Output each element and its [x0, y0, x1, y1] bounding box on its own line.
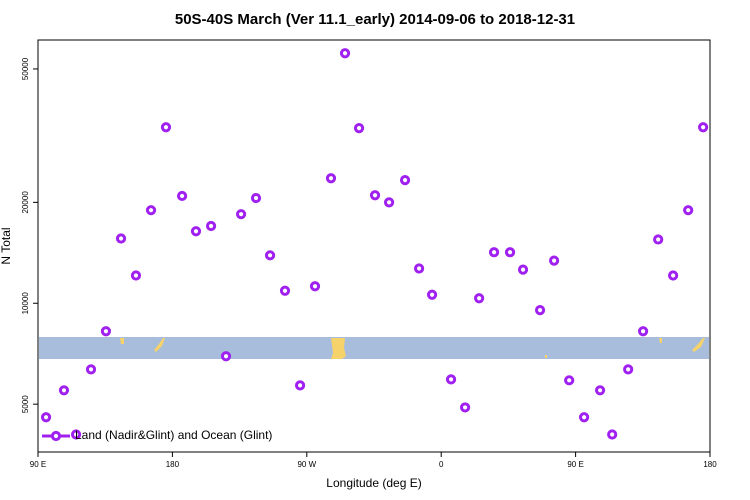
y-axis-label: N Total [0, 227, 13, 264]
point [325, 173, 337, 184]
point [339, 48, 351, 59]
x-axis-label: Longitude (deg E) [326, 476, 421, 490]
point [474, 293, 485, 304]
plot-frame [37, 39, 711, 453]
chart-title: 50S-40S March (Ver 11.1_early) 2014-09-0… [175, 11, 575, 28]
point [504, 247, 516, 258]
point [383, 197, 395, 208]
point [250, 192, 262, 204]
point [309, 281, 321, 292]
point [294, 380, 306, 391]
y-tick-label: 10000 [21, 292, 30, 315]
point [205, 220, 217, 232]
point [399, 175, 411, 186]
point [413, 263, 425, 274]
point [85, 364, 97, 375]
x-tick-label: 0 [439, 460, 444, 469]
point [534, 305, 546, 316]
point [698, 122, 709, 133]
point [264, 250, 276, 261]
x-tick-label: 90 E [30, 460, 46, 469]
point [115, 233, 127, 244]
point [190, 226, 202, 237]
point [623, 364, 634, 375]
x-tick-label: 180 [703, 460, 717, 469]
point [564, 375, 575, 386]
x-tick-label: 180 [166, 460, 180, 469]
point [488, 247, 500, 258]
legend-label: Land (Nadir&Glint) and Ocean (Glint) [75, 428, 272, 442]
point [70, 429, 82, 440]
map-strip [39, 337, 709, 359]
point [607, 429, 618, 440]
point [220, 351, 232, 362]
point [160, 122, 172, 133]
legend-marker [50, 430, 62, 442]
y-tick-label: 5000 [21, 395, 30, 413]
point [353, 123, 365, 134]
point [369, 190, 381, 201]
ocean-strip [39, 337, 709, 359]
point [279, 285, 291, 296]
point [426, 289, 438, 300]
point [445, 374, 457, 385]
point [683, 205, 694, 216]
point [58, 385, 70, 396]
x-tick-label: 90 E [567, 460, 583, 469]
point [100, 326, 112, 337]
x-tick-label: 90 W [297, 460, 316, 469]
point [145, 205, 157, 216]
point [459, 402, 471, 413]
point [40, 412, 52, 423]
point [668, 270, 679, 281]
point [517, 264, 529, 275]
y-tick-label: 50000 [21, 57, 30, 80]
point [579, 412, 590, 423]
point [637, 326, 649, 337]
point [594, 385, 606, 396]
point [653, 234, 664, 245]
y-tick-label: 20000 [21, 191, 30, 214]
point [130, 270, 142, 281]
point [235, 209, 247, 220]
point [177, 190, 188, 202]
point [548, 255, 560, 266]
